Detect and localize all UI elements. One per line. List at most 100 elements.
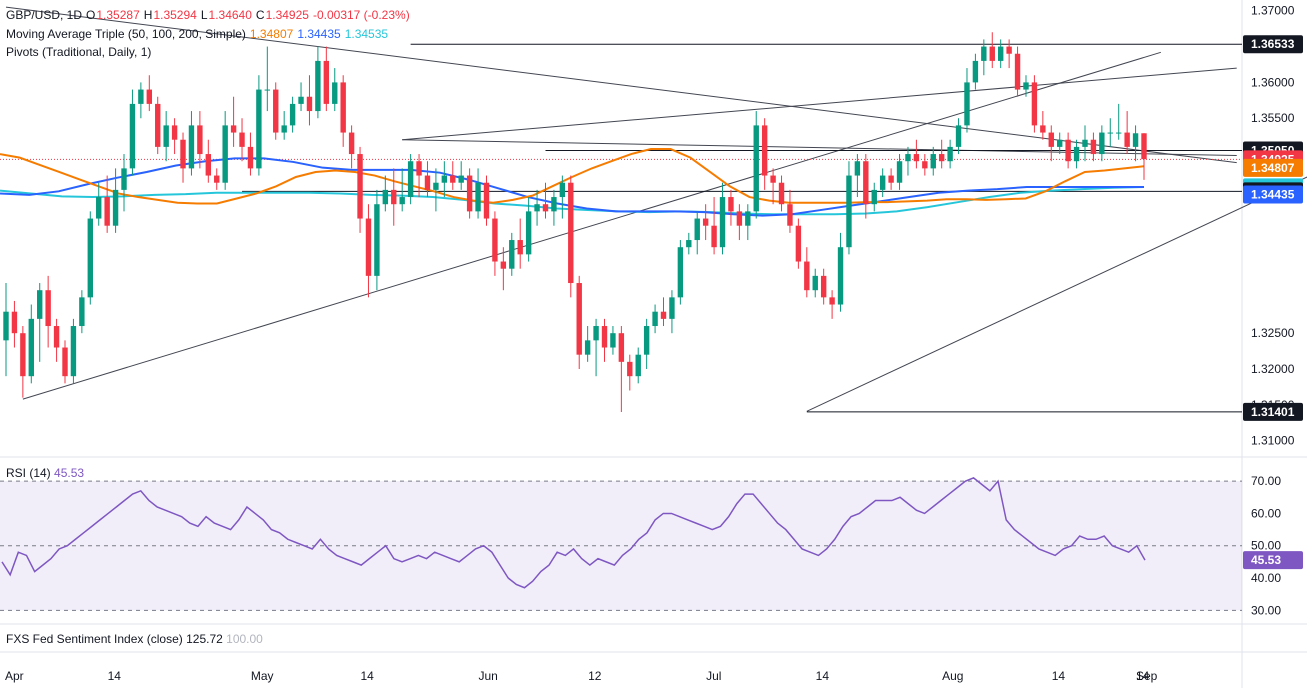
price-label-bg [1243, 35, 1303, 54]
candle-body [854, 161, 861, 176]
candle [584, 326, 591, 362]
legend-ma200-value: 1.34535 [344, 27, 389, 41]
candle [627, 354, 633, 391]
candle [593, 318, 599, 377]
candle-body [466, 175, 473, 212]
candle-body [365, 218, 372, 276]
candle [20, 326, 26, 398]
candle-body [820, 275, 827, 298]
candle [87, 211, 93, 305]
candle-body [273, 89, 279, 133]
candle [146, 75, 153, 112]
y-tick-label: 1.32000 [1251, 362, 1295, 376]
rsi-tick-label: 60.00 [1251, 506, 1281, 520]
candle-body [298, 96, 304, 104]
candle-body [686, 240, 692, 248]
candle-body [837, 247, 844, 305]
candle [458, 161, 464, 190]
candle [475, 168, 481, 219]
candle [913, 139, 920, 169]
candle [509, 232, 515, 276]
trendline-down [402, 139, 1237, 156]
candle [1023, 75, 1029, 97]
candle-body [871, 189, 877, 205]
legend-ma50-value: 1.34807 [249, 27, 294, 41]
candle-body [888, 175, 894, 183]
candle [888, 168, 894, 190]
candle [1090, 132, 1097, 162]
candle [45, 275, 51, 348]
price-label-text: 1.31401 [1251, 405, 1295, 419]
candle-body [694, 218, 700, 241]
candle-body [576, 283, 582, 355]
candle-body [846, 175, 852, 248]
candle-body [584, 340, 591, 355]
candle [863, 154, 869, 219]
candle [1116, 103, 1122, 140]
candle [11, 300, 18, 348]
candle [997, 39, 1004, 69]
x-tick-label: 14 [360, 669, 374, 683]
rsi-value-bg [1243, 551, 1303, 570]
candle-body [104, 197, 110, 226]
candle-body [1124, 132, 1130, 147]
candle [804, 247, 810, 298]
candle-body [551, 197, 557, 212]
candle [753, 111, 759, 219]
candle-body [660, 311, 667, 319]
candle [702, 204, 709, 241]
candle-body [829, 297, 835, 305]
candle [1006, 39, 1012, 69]
candle [787, 189, 793, 233]
candle-body [997, 46, 1004, 61]
candle-body [323, 60, 330, 104]
candle-body [770, 175, 776, 183]
x-tick-label: 14 [108, 669, 122, 683]
candle [829, 290, 835, 319]
candle [96, 182, 102, 226]
candle [568, 175, 574, 298]
legend-rsi: RSI (14) 45.53 [6, 466, 84, 480]
candle [534, 189, 540, 226]
price-label-bg [1243, 402, 1303, 421]
candle-body [1048, 132, 1054, 147]
legend-h-label: H [143, 8, 153, 22]
candle [1141, 133, 1147, 180]
candle-body [247, 146, 254, 169]
candle [871, 182, 877, 212]
candle-body [922, 161, 928, 169]
candle-body [222, 125, 228, 183]
y-tick-label: 1.32500 [1251, 326, 1295, 340]
legend-ma100-value: 1.34435 [297, 27, 341, 41]
candle-body [905, 154, 911, 162]
candle-body [618, 333, 625, 362]
candle-body [1107, 132, 1113, 134]
candle [28, 304, 34, 384]
candle-body [610, 333, 616, 348]
candle-body [525, 211, 532, 255]
candle [694, 211, 700, 255]
candle [517, 218, 523, 269]
candle-body [652, 311, 658, 327]
candle [1031, 75, 1038, 133]
candle [955, 118, 962, 155]
legend-change: -0.00317 (-0.23%) [312, 8, 410, 22]
candle [896, 154, 903, 190]
candle-body [761, 125, 768, 176]
candle-body [702, 218, 709, 226]
candle-body [3, 311, 9, 341]
candle-body [138, 89, 144, 104]
candle-body [11, 311, 18, 334]
candle-body [517, 240, 523, 255]
candle [382, 175, 389, 212]
candle [256, 75, 262, 176]
candle [171, 118, 178, 155]
candle [433, 168, 439, 212]
candle-body [230, 125, 237, 133]
candle [1132, 125, 1139, 162]
candle [635, 347, 641, 384]
legend-low: 1.34640 [208, 8, 252, 22]
candle-body [1099, 132, 1105, 155]
y-tick-label: 1.31000 [1251, 434, 1295, 448]
